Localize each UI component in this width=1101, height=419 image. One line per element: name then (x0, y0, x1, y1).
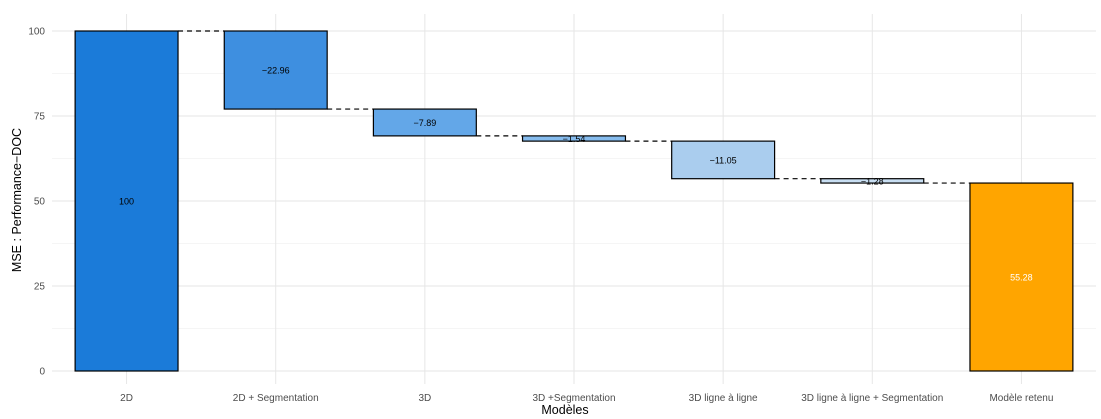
x-axis-title: Modèles (541, 403, 588, 417)
bar (74, 30, 179, 372)
bar (671, 140, 776, 180)
bars (74, 30, 1074, 372)
x-tick-label: 2D (120, 393, 133, 404)
bar-value-label: −1.54 (563, 134, 586, 144)
bar-value-label: −1.28 (861, 176, 884, 186)
bar (223, 30, 328, 110)
bar (521, 135, 627, 142)
y-tick-label: 25 (34, 282, 46, 293)
bar-value-label: −7.89 (413, 118, 436, 128)
bar-value-label: 55.28 (1010, 273, 1033, 283)
x-tick-label: 3D ligne à ligne (689, 393, 758, 404)
y-tick-label: 75 (34, 112, 46, 123)
y-axis-title: MSE : Performance−DOC (10, 128, 24, 272)
y-tick-label: 50 (34, 197, 46, 208)
bar-value-label: 100 (119, 197, 134, 207)
x-tick-label: 3D +Segmentation (532, 393, 615, 404)
x-axis-ticks: 2D 2D + Segmentation 3D 3D +Segmentation 3D … (120, 393, 1053, 404)
grid (52, 14, 1096, 384)
bar (820, 178, 925, 184)
bar-value-label: −22.96 (262, 66, 290, 76)
x-tick-label: 3D (418, 393, 431, 404)
x-tick-label: 3D ligne à ligne + Segmentation (801, 393, 943, 404)
bar-value-label: −11.05 (710, 155, 737, 165)
bar (969, 182, 1074, 372)
connectors (178, 30, 970, 184)
x-tick-label: Modèle retenu (989, 393, 1053, 404)
bar (372, 108, 477, 137)
value-labels: 100 −22.96 −7.89 −1.54 −11.05 −1.28 55.28 (119, 66, 1033, 283)
x-tick-label: 2D + Segmentation (233, 393, 319, 404)
y-axis-ticks: 0 25 50 75 100 (28, 27, 45, 378)
y-tick-label: 0 (39, 367, 45, 378)
y-tick-label: 100 (28, 27, 45, 38)
